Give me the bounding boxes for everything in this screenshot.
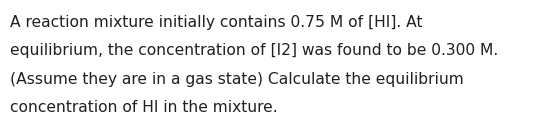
Text: A reaction mixture initially contains 0.75 M of [HI]. At: A reaction mixture initially contains 0.… (10, 15, 422, 30)
Text: equilibrium, the concentration of [I2] was found to be 0.300 M.: equilibrium, the concentration of [I2] w… (10, 43, 498, 58)
Text: concentration of HI in the mixture.: concentration of HI in the mixture. (10, 100, 278, 115)
Text: (Assume they are in a gas state) Calculate the equilibrium: (Assume they are in a gas state) Calcula… (10, 72, 464, 87)
